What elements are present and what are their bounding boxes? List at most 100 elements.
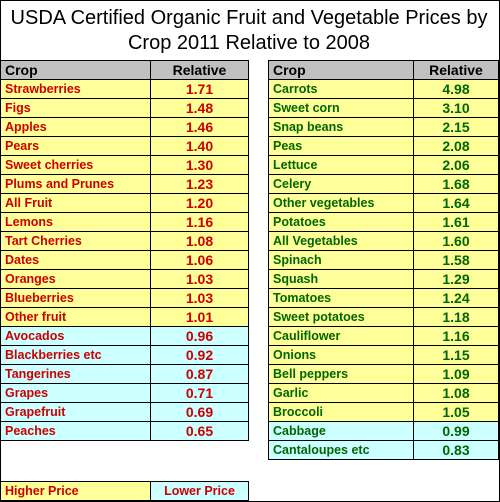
- legend: Higher Price Lower Price: [0, 481, 249, 501]
- chart-title: USDA Certified Organic Fruit and Vegetab…: [10, 7, 488, 54]
- relative-value: 0.65: [150, 421, 249, 441]
- relative-value: 2.08: [413, 136, 499, 156]
- crop-name: Potatoes: [268, 212, 414, 232]
- relative-value: 1.30: [150, 155, 249, 175]
- relative-value: 2.15: [413, 117, 499, 137]
- table-row: Grapefruit 0.69: [0, 402, 249, 422]
- table-row: Oranges 1.03: [0, 269, 249, 289]
- crop-name: Tomatoes: [268, 288, 414, 308]
- table-row: Avocados 0.96: [0, 326, 249, 346]
- table-row: Garlic 1.08: [268, 383, 499, 403]
- crop-name: All Fruit: [0, 193, 151, 213]
- vegetable-table: Crop Relative Carrots 4.98 Sweet corn 3.10 S…: [268, 60, 499, 460]
- crop-name: Broccoli: [268, 402, 414, 422]
- column-header-relative: Relative: [150, 60, 249, 80]
- table-row: Bell peppers 1.09: [268, 364, 499, 384]
- crop-name: Lettuce: [268, 155, 414, 175]
- table-row: Tart Cherries 1.08: [0, 231, 249, 251]
- legend-lower-price: Lower Price: [150, 481, 249, 501]
- table-row: Other fruit 1.01: [0, 307, 249, 327]
- crop-name: Avocados: [0, 326, 151, 346]
- crop-name: Sweet cherries: [0, 155, 151, 175]
- relative-value: 1.71: [150, 79, 249, 99]
- relative-value: 2.06: [413, 155, 499, 175]
- relative-value: 0.71: [150, 383, 249, 403]
- relative-value: 0.87: [150, 364, 249, 384]
- crop-name: Cantaloupes etc: [268, 440, 414, 460]
- crop-name: All Vegetables: [268, 231, 414, 251]
- crop-name: Garlic: [268, 383, 414, 403]
- table-row: Snap beans 2.15: [268, 117, 499, 137]
- table-row: Strawberries 1.71: [0, 79, 249, 99]
- crop-name: Cabbage: [268, 421, 414, 441]
- relative-value: 1.03: [150, 269, 249, 289]
- crop-name: Sweet potatoes: [268, 307, 414, 327]
- crop-name: Strawberries: [0, 79, 151, 99]
- crop-name: Tart Cherries: [0, 231, 151, 251]
- relative-value: 1.23: [150, 174, 249, 194]
- table-row: Lemons 1.16: [0, 212, 249, 232]
- table-row: Squash 1.29: [268, 269, 499, 289]
- table-row: Sweet corn 3.10: [268, 98, 499, 118]
- crop-name: Bell peppers: [268, 364, 414, 384]
- relative-value: 4.98: [413, 79, 499, 99]
- crop-name: Grapefruit: [0, 402, 151, 422]
- relative-value: 0.83: [413, 440, 499, 460]
- relative-value: 1.03: [150, 288, 249, 308]
- relative-value: 1.29: [413, 269, 499, 289]
- crop-name: Peas: [268, 136, 414, 156]
- crop-name: Plums and Prunes: [0, 174, 151, 194]
- table-row: Figs 1.48: [0, 98, 249, 118]
- relative-value: 1.64: [413, 193, 499, 213]
- table-row: Other vegetables 1.64: [268, 193, 499, 213]
- crop-name: Onions: [268, 345, 414, 365]
- column-header-relative: Relative: [413, 60, 499, 80]
- relative-value: 1.16: [150, 212, 249, 232]
- table-row: Dates 1.06: [0, 250, 249, 270]
- table-row: Celery 1.68: [268, 174, 499, 194]
- relative-value: 1.24: [413, 288, 499, 308]
- relative-value: 0.96: [150, 326, 249, 346]
- crop-name: Lemons: [0, 212, 151, 232]
- crop-name: Cauliflower: [268, 326, 414, 346]
- relative-value: 3.10: [413, 98, 499, 118]
- table-row: Sweet potatoes 1.18: [268, 307, 499, 327]
- relative-value: 1.08: [150, 231, 249, 251]
- table-row: Blueberries 1.03: [0, 288, 249, 308]
- relative-value: 1.01: [150, 307, 249, 327]
- table-row: Cantaloupes etc 0.83: [268, 440, 499, 460]
- relative-value: 1.15: [413, 345, 499, 365]
- relative-value: 1.09: [413, 364, 499, 384]
- relative-value: 1.46: [150, 117, 249, 137]
- column-header-crop: Crop: [268, 60, 414, 80]
- relative-value: 1.20: [150, 193, 249, 213]
- table-row: Peaches 0.65: [0, 421, 249, 441]
- table-row: Pears 1.40: [0, 136, 249, 156]
- crop-name: Apples: [0, 117, 151, 137]
- table-row: Blackberries etc 0.92: [0, 345, 249, 365]
- table-row: Broccoli 1.05: [268, 402, 499, 422]
- crop-name: Squash: [268, 269, 414, 289]
- crop-name: Other fruit: [0, 307, 151, 327]
- table-row: Plums and Prunes 1.23: [0, 174, 249, 194]
- crop-name: Blackberries etc: [0, 345, 151, 365]
- relative-value: 1.05: [413, 402, 499, 422]
- relative-value: 1.68: [413, 174, 499, 194]
- table-row: Grapes 0.71: [0, 383, 249, 403]
- crop-name: Peaches: [0, 421, 151, 441]
- crop-name: Carrots: [268, 79, 414, 99]
- crop-name: Grapes: [0, 383, 151, 403]
- relative-value: 1.61: [413, 212, 499, 232]
- relative-value: 1.60: [413, 231, 499, 251]
- crop-name: Oranges: [0, 269, 151, 289]
- table-row: Peas 2.08: [268, 136, 499, 156]
- table-row: Carrots 4.98: [268, 79, 499, 99]
- crop-name: Tangerines: [0, 364, 151, 384]
- table-row: Cauliflower 1.16: [268, 326, 499, 346]
- fruit-table: Crop Relative Strawberries 1.71 Figs 1.48 Ap…: [0, 60, 249, 441]
- crop-name: Snap beans: [268, 117, 414, 137]
- table-row: Potatoes 1.61: [268, 212, 499, 232]
- table-row: Sweet cherries 1.30: [0, 155, 249, 175]
- relative-value: 1.48: [150, 98, 249, 118]
- relative-value: 1.08: [413, 383, 499, 403]
